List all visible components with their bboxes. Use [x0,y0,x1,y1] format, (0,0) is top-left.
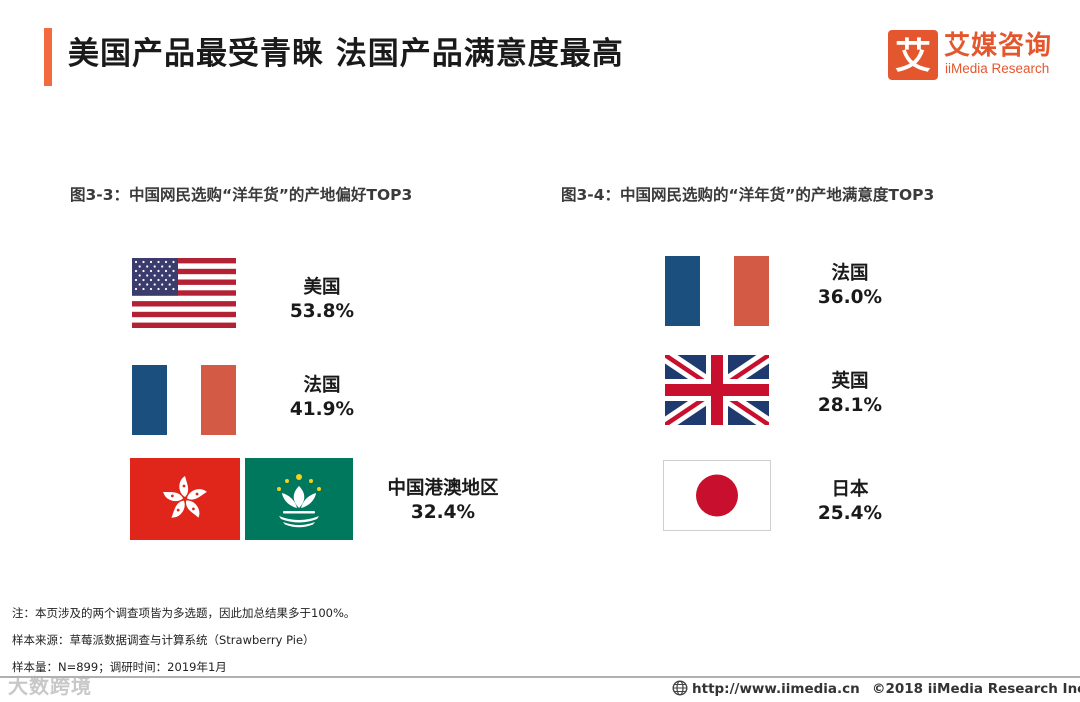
iimedia-logo: 艾 艾媒咨询 iiMedia Research [888,30,1068,80]
uk-flag-icon [665,355,769,425]
right-item-2-country: 英国 [831,371,869,392]
logo-mark-icon: 艾 [888,30,938,80]
note-sample-size: 样本量：N=899；调研时间：2019年1月 [12,660,227,674]
right-item-3-country: 日本 [831,479,869,500]
right-item-3-label: 日本 25.4% [796,478,904,526]
footer-copyright: ©2018 iiMedia Research Inc [872,681,1080,697]
figure-3-3-caption: 图3-3：中国网民选购“洋年货”的产地偏好TOP3 [70,186,413,204]
left-item-1-value: 53.8% [289,301,355,322]
globe-icon [672,680,688,696]
logo-chinese-name: 艾媒咨询 [944,31,1053,61]
footer-url[interactable]: http://www.iimedia.cn [672,679,860,699]
left-item-3-country: 中国港澳地区 [387,478,499,499]
macau-flag-icon [245,458,353,540]
right-item-1-value: 36.0% [817,287,883,308]
left-item-2-label: 法国 41.9% [268,374,376,422]
right-item-2-value: 28.1% [817,395,883,416]
note-sample-source: 样本来源：草莓派数据调查与计算系统（Strawberry Pie） [12,633,315,647]
hong-kong-flag-icon [130,458,240,540]
right-item-2-label: 英国 28.1% [796,370,904,418]
left-item-3-value: 32.4% [410,502,476,523]
us-flag-icon [132,258,236,328]
france-flag-icon [665,256,769,326]
logo-english-name: iiMedia Research [945,61,1050,76]
footer-divider [0,676,1080,678]
right-item-3-value: 25.4% [817,503,883,524]
page-title: 美国产品最受青睐 法国产品满意度最高 [68,36,624,72]
note-multi-select: 注：本页涉及的两个调查项皆为多选题，因此加总结果多于100%。 [12,606,356,620]
right-item-1-label: 法国 36.0% [796,262,904,310]
france-flag-icon [132,365,236,435]
left-item-2-country: 法国 [303,375,341,396]
footnotes: 注：本页涉及的两个调查项皆为多选题，因此加总结果多于100%。 样本来源：草莓派… [12,600,355,681]
watermark: 大数跨境 [8,674,92,698]
left-item-2-value: 41.9% [289,399,355,420]
left-item-1-country: 美国 [303,277,341,298]
figure-3-4-caption: 图3-4：中国网民选购的“洋年货”的产地满意度TOP3 [561,186,935,204]
left-item-3-label: 中国港澳地区 32.4% [372,477,514,525]
footer-url-text[interactable]: http://www.iimedia.cn [692,681,860,697]
right-item-1-country: 法国 [831,263,869,284]
title-accent-bar [44,28,52,86]
svg-text:艾: 艾 [895,36,931,77]
left-item-1-label: 美国 53.8% [268,276,376,324]
japan-flag-icon [663,460,771,531]
